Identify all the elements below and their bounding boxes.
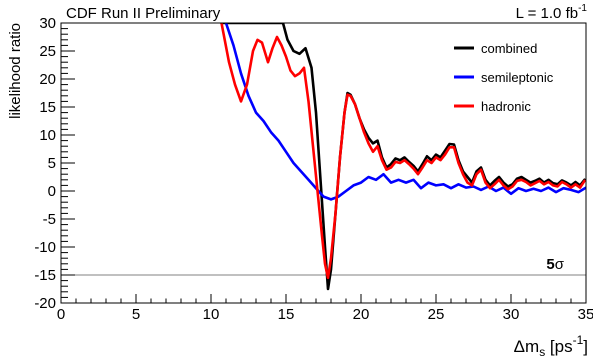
x-tick-label: 35 [578,306,593,323]
x-axis-label-sub: s [539,345,545,358]
series-line-semileptonic [224,23,586,201]
legend-label-semileptonic: semileptonic [481,70,554,85]
y-tick-label: 0 [48,183,56,200]
x-axis-label: Δms [ps-1] [514,333,588,358]
y-tick-label: 15 [39,99,56,116]
luminosity-label: L = 1.0 fb-1 [516,3,588,22]
y-axis-label: likelihood ratio [7,23,24,119]
series-line-hadronic [220,23,586,280]
y-tick-label: -5 [43,211,56,228]
y-tick-label: 5 [48,155,56,172]
x-tick-label: 10 [203,306,220,323]
legend-label-combined: combined [481,41,537,56]
x-axis-label-unit-sup: -1 [573,333,584,347]
y-tick-label: -10 [34,239,56,256]
series-layer [220,23,586,291]
x-tick-label: 20 [353,306,370,323]
chart-title: CDF Run II Preliminary [66,5,221,22]
five-sigma-label-num: 5 [546,256,554,273]
x-tick-label: 30 [503,306,520,323]
y-tick-label: -20 [34,295,56,312]
series-line-combined [220,23,586,291]
y-tick-label: 25 [39,43,56,60]
x-tick-label: 25 [428,306,445,323]
x-tick-label: 0 [57,306,65,323]
y-tick-label: -15 [34,267,56,284]
five-sigma-label-sym: σ [555,256,565,273]
y-tick-label: 10 [39,127,56,144]
x-tick-label: 5 [132,306,140,323]
legend: combined semileptonic hadronic [454,41,554,114]
tick-layer: 0 5 10 15 20 25 30 35 -20 -15 -10 -5 0 5 10 15 20 25 30 [34,15,593,323]
x-axis-label-unit: [ps [545,337,572,356]
x-axis-label-close: ] [583,337,588,356]
x-axis-label-main: Δm [514,337,540,356]
five-sigma-label: 5σ [546,256,564,273]
luminosity-superscript: -1 [578,3,587,14]
legend-label-hadronic: hadronic [481,99,531,114]
y-tick-label: 20 [39,71,56,88]
luminosity-text: L = 1.0 fb [516,5,578,22]
y-tick-label: 30 [39,15,56,32]
x-tick-label: 15 [278,306,295,323]
